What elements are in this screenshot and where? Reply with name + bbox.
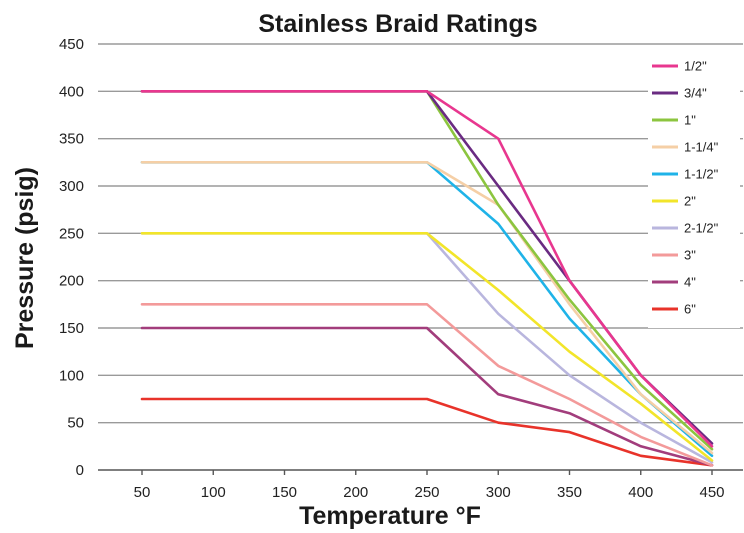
x-tick-label: 350	[557, 484, 582, 501]
x-tick-label: 300	[486, 484, 511, 501]
y-tick-label: 50	[67, 415, 84, 432]
y-tick-label: 0	[76, 462, 84, 479]
x-tick-label: 50	[134, 484, 151, 501]
legend-label: 1/2"	[684, 59, 707, 74]
series-line	[140, 90, 714, 445]
x-tick-label: 400	[628, 484, 653, 501]
legend-label: 3"	[684, 248, 696, 263]
legend-label: 4"	[684, 275, 696, 290]
y-tick-label: 350	[59, 131, 84, 148]
x-tick-label: 100	[201, 484, 226, 501]
series-lines	[140, 90, 714, 467]
y-tick-label: 200	[59, 273, 84, 290]
legend-label: 2-1/2"	[684, 221, 719, 236]
legend: 1/2" 3/4" 1" 1-1/4" 1-1/2" 2" 2-1/2" 3" 4" 6"	[648, 56, 740, 328]
y-axis-title: Pressure (psig)	[11, 167, 39, 349]
series-line	[140, 90, 714, 448]
y-tick-labels: 0 50 100 150 200 250 300 350 400 450	[59, 36, 84, 479]
series-line	[140, 161, 714, 455]
legend-label: 1"	[684, 113, 696, 128]
legend-label: 1-1/2"	[684, 167, 719, 182]
series-line	[140, 326, 714, 467]
y-tick-label: 150	[59, 320, 84, 337]
legend-label: 6"	[684, 302, 696, 317]
chart-title: Stainless Braid Ratings	[258, 10, 537, 38]
grid-lines	[98, 43, 743, 471]
series-line	[140, 397, 714, 467]
y-tick-label: 100	[59, 367, 84, 384]
y-tick-label: 450	[59, 36, 84, 53]
legend-label: 1-1/4"	[684, 140, 719, 155]
x-tick-label: 250	[414, 484, 439, 501]
y-tick-label: 250	[59, 225, 84, 242]
x-tick-labels: 50 100 150 200 250 300 350 400 450	[134, 470, 725, 501]
y-tick-label: 300	[59, 178, 84, 195]
legend-label: 3/4"	[684, 86, 707, 101]
x-axis-title: Temperature °F	[299, 502, 481, 530]
legend-label: 2"	[684, 194, 696, 209]
x-tick-label: 150	[272, 484, 297, 501]
y-tick-label: 400	[59, 83, 84, 100]
series-line	[140, 232, 714, 462]
x-tick-label: 450	[699, 484, 724, 501]
series-line	[140, 90, 714, 451]
series-line	[140, 302, 714, 467]
x-tick-label: 200	[343, 484, 368, 501]
